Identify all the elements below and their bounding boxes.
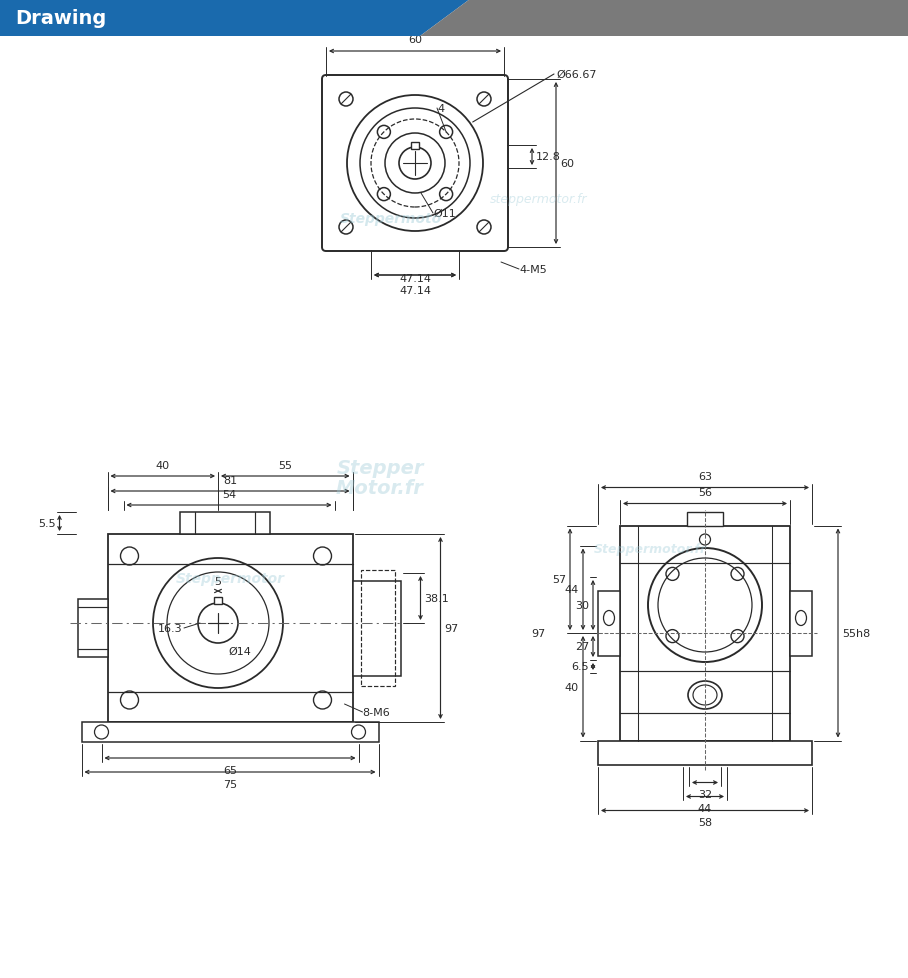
Text: 4: 4 bbox=[437, 104, 444, 113]
Bar bbox=[687, 511, 723, 526]
Text: 60: 60 bbox=[560, 158, 574, 169]
FancyBboxPatch shape bbox=[322, 76, 508, 251]
Bar bbox=[360, 570, 394, 687]
Text: Steppermoto: Steppermoto bbox=[340, 212, 442, 226]
Text: 5: 5 bbox=[214, 576, 222, 587]
Text: Steppermotor.fr: Steppermotor.fr bbox=[594, 542, 706, 555]
Text: 30: 30 bbox=[575, 600, 589, 610]
Text: 47.14: 47.14 bbox=[399, 286, 431, 295]
Bar bbox=[352, 581, 400, 676]
Bar bbox=[598, 591, 620, 656]
Text: 55: 55 bbox=[278, 461, 292, 470]
Text: 38.1: 38.1 bbox=[425, 594, 449, 603]
Text: Ø14: Ø14 bbox=[228, 646, 251, 656]
Polygon shape bbox=[0, 0, 470, 37]
Text: 55h8: 55h8 bbox=[842, 628, 870, 639]
Text: 60: 60 bbox=[408, 35, 422, 45]
Text: 12.8: 12.8 bbox=[536, 153, 561, 162]
Text: steppermotor.fr: steppermotor.fr bbox=[490, 193, 587, 205]
Text: 57: 57 bbox=[552, 575, 566, 585]
Text: 16.3: 16.3 bbox=[157, 623, 182, 634]
Text: 81: 81 bbox=[223, 475, 237, 485]
Text: 56: 56 bbox=[698, 488, 712, 498]
Text: Steppermotor: Steppermotor bbox=[175, 571, 284, 586]
Text: 54: 54 bbox=[222, 490, 236, 500]
Bar bbox=[214, 598, 222, 604]
Bar bbox=[77, 600, 107, 657]
Bar bbox=[180, 512, 270, 534]
Bar bbox=[598, 740, 812, 765]
Text: Ø11: Ø11 bbox=[433, 208, 456, 219]
Text: 27: 27 bbox=[575, 642, 589, 651]
Text: 97: 97 bbox=[445, 623, 459, 634]
Bar bbox=[82, 723, 379, 742]
Polygon shape bbox=[420, 0, 908, 37]
Text: 63: 63 bbox=[698, 472, 712, 482]
Text: 4-M5: 4-M5 bbox=[519, 265, 547, 275]
Text: 44: 44 bbox=[565, 585, 579, 595]
Text: 65: 65 bbox=[223, 765, 237, 776]
Bar bbox=[107, 534, 352, 723]
Text: Stepper: Stepper bbox=[336, 459, 424, 478]
Text: 75: 75 bbox=[223, 779, 237, 789]
Text: 58: 58 bbox=[698, 818, 712, 827]
Text: 8-M6: 8-M6 bbox=[362, 707, 390, 717]
Bar bbox=[411, 143, 419, 150]
Bar bbox=[790, 591, 812, 656]
Text: 32: 32 bbox=[698, 789, 712, 800]
Text: 40: 40 bbox=[565, 682, 579, 692]
Text: 5.5: 5.5 bbox=[38, 518, 55, 528]
Bar bbox=[620, 526, 790, 740]
Text: 47.14: 47.14 bbox=[399, 274, 431, 284]
Text: 97: 97 bbox=[531, 628, 545, 639]
Text: Drawing: Drawing bbox=[15, 9, 106, 27]
Text: Motor.fr: Motor.fr bbox=[336, 479, 424, 498]
Text: 40: 40 bbox=[155, 461, 170, 470]
Text: 6.5: 6.5 bbox=[571, 662, 589, 672]
Text: Ø66.67: Ø66.67 bbox=[556, 70, 597, 80]
Text: 44: 44 bbox=[698, 804, 712, 814]
